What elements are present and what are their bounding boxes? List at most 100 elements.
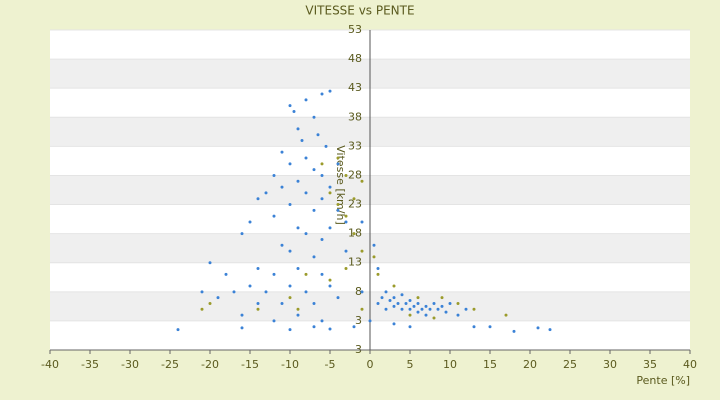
point	[312, 208, 316, 212]
point	[392, 322, 396, 326]
point	[256, 307, 260, 311]
point	[456, 313, 460, 317]
point	[440, 296, 444, 300]
point	[320, 173, 324, 177]
y-axis-label: Vitesse [km/h]	[334, 145, 347, 225]
point	[288, 203, 292, 207]
point	[288, 328, 292, 332]
point	[296, 307, 300, 311]
point	[456, 301, 460, 305]
point	[296, 179, 300, 183]
x-tick-label: 5	[407, 358, 414, 371]
point	[224, 272, 228, 276]
point	[272, 214, 276, 218]
point	[328, 278, 332, 282]
point	[208, 301, 212, 305]
point	[280, 150, 284, 154]
point	[328, 185, 332, 189]
point	[372, 243, 376, 247]
point	[392, 296, 396, 300]
point	[472, 325, 476, 329]
point	[256, 301, 260, 305]
point	[344, 173, 348, 177]
point	[280, 185, 284, 189]
y-tick-label: 8	[355, 285, 362, 298]
point	[264, 290, 268, 294]
point	[444, 310, 448, 314]
point	[288, 296, 292, 300]
point	[536, 326, 540, 330]
y-tick-label: 3	[355, 314, 362, 327]
point	[392, 284, 396, 288]
point	[288, 104, 292, 108]
y-tick-label: 33	[348, 139, 362, 152]
point	[416, 301, 420, 305]
point	[288, 162, 292, 166]
point	[336, 162, 340, 166]
point	[304, 98, 308, 102]
point	[436, 307, 440, 311]
point	[328, 191, 332, 195]
point	[200, 290, 204, 294]
point	[240, 326, 244, 330]
point	[412, 304, 416, 308]
point	[176, 328, 180, 332]
x-axis-label: Pente [%]	[636, 374, 690, 387]
point	[384, 290, 388, 294]
point	[320, 237, 324, 241]
point	[392, 304, 396, 308]
point	[208, 261, 212, 265]
point	[320, 319, 324, 323]
point	[320, 272, 324, 276]
point	[304, 156, 308, 160]
y-tick-label: 13	[348, 256, 362, 269]
point	[408, 313, 412, 317]
x-tick-label: 15	[483, 358, 497, 371]
x-tick-label: 35	[643, 358, 657, 371]
point	[272, 272, 276, 276]
point	[432, 316, 436, 320]
y-tick-label: 48	[348, 52, 362, 65]
point	[360, 179, 364, 183]
point	[396, 301, 400, 305]
point	[300, 139, 304, 143]
point	[352, 325, 356, 329]
point	[280, 301, 284, 305]
point	[384, 307, 388, 311]
point	[232, 290, 236, 294]
point	[360, 307, 364, 311]
point	[280, 243, 284, 247]
x-tick-label: 40	[683, 358, 697, 371]
point	[512, 329, 516, 333]
point	[256, 267, 260, 271]
x-tick-label: -10	[281, 358, 299, 371]
y-tick-label: 28	[348, 168, 362, 181]
point	[312, 301, 316, 305]
point	[404, 301, 408, 305]
point	[376, 301, 380, 305]
point	[440, 304, 444, 308]
point	[316, 133, 320, 137]
point	[324, 144, 328, 148]
x-tick-label: 25	[563, 358, 577, 371]
point	[472, 307, 476, 311]
x-tick-label: -30	[121, 358, 139, 371]
point	[376, 272, 380, 276]
point	[288, 284, 292, 288]
point	[312, 115, 316, 119]
point	[256, 197, 260, 201]
point	[352, 232, 356, 236]
point	[240, 232, 244, 236]
point	[296, 127, 300, 131]
point	[272, 173, 276, 177]
point	[288, 249, 292, 253]
point	[372, 255, 376, 259]
point	[304, 272, 308, 276]
point	[448, 301, 452, 305]
point	[336, 203, 340, 207]
point	[320, 92, 324, 96]
x-tick-label: -5	[325, 358, 336, 371]
point	[328, 284, 332, 288]
point	[388, 299, 392, 303]
point	[304, 290, 308, 294]
